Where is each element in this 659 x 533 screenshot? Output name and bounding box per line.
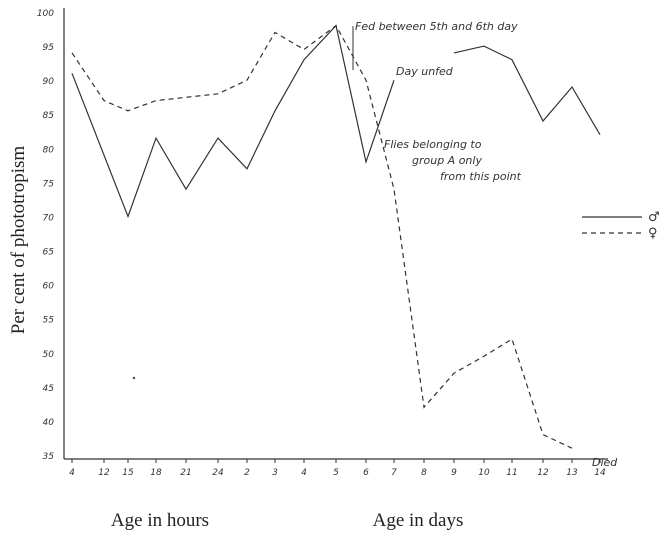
y-tick-label: 50 bbox=[43, 350, 55, 360]
series-layer bbox=[71, 24, 601, 449]
x-tick-label: 5 bbox=[333, 468, 339, 478]
annotation-flies-line-3: from this point bbox=[440, 170, 522, 183]
x-axis-title-hours: Age in hours bbox=[111, 510, 209, 531]
x-tick-label: 2 bbox=[244, 468, 250, 478]
legend-male-label: ♂ bbox=[648, 210, 659, 225]
series-male-line bbox=[71, 24, 395, 219]
y-tick-label: 100 bbox=[37, 9, 54, 19]
y-tick-label: 80 bbox=[43, 145, 55, 155]
y-tick-label: 55 bbox=[43, 316, 55, 326]
legend-female-label: ♀ bbox=[648, 226, 658, 241]
x-tick-labels: 4 12 15 18 21 24 2 3 4 5 6 7 8 9 10 11 12 13 14 bbox=[69, 459, 606, 478]
y-tick-label: 40 bbox=[43, 418, 55, 428]
stray-dot bbox=[132, 376, 136, 380]
x-tick-label: 7 bbox=[391, 468, 397, 478]
y-tick-label: 75 bbox=[43, 179, 55, 189]
annotation-flies-line-1: Flies belonging to bbox=[384, 138, 482, 151]
x-tick-label: 12 bbox=[98, 468, 110, 478]
x-tick-label: 4 bbox=[69, 468, 75, 478]
x-tick-label: 15 bbox=[122, 468, 134, 478]
x-tick-label: 14 bbox=[594, 468, 606, 478]
y-tick-label: 95 bbox=[43, 43, 55, 53]
series-male-line bbox=[453, 45, 601, 136]
x-tick-label: 9 bbox=[451, 468, 457, 478]
x-tick-label: 12 bbox=[537, 468, 549, 478]
series-female-line bbox=[71, 24, 573, 449]
y-tick-label: 70 bbox=[43, 213, 55, 223]
x-tick-label: 4 bbox=[301, 468, 307, 478]
annotation-fed: Fed between 5th and 6th day bbox=[352, 20, 518, 70]
axes bbox=[63, 8, 608, 460]
legend: ♂ ♀ bbox=[582, 210, 659, 241]
x-axis-title-days: Age in days bbox=[373, 510, 464, 531]
y-tick-label: 35 bbox=[43, 452, 55, 462]
x-tick-label: 10 bbox=[478, 468, 490, 478]
annotation-flies-line-2: group A only bbox=[412, 154, 482, 167]
x-tick-label: 8 bbox=[421, 468, 427, 478]
annotation-fed-text: Fed between 5th and 6th day bbox=[355, 20, 518, 33]
y-tick-label: 60 bbox=[43, 282, 55, 292]
x-tick-label: 21 bbox=[180, 468, 191, 478]
y-tick-labels: 35 40 45 50 55 60 65 70 75 80 85 90 95 100 bbox=[37, 9, 54, 462]
x-tick-label: 13 bbox=[566, 468, 578, 478]
x-tick-label: 11 bbox=[506, 468, 517, 478]
annotation-day-unfed: Day unfed bbox=[396, 65, 454, 78]
x-tick-label: 24 bbox=[212, 468, 224, 478]
annotation-died: Died bbox=[592, 456, 618, 469]
x-tick-label: 6 bbox=[363, 468, 369, 478]
y-tick-label: 90 bbox=[43, 77, 55, 87]
x-tick-label: 18 bbox=[150, 468, 162, 478]
y-axis-title: Per cent of phototropism bbox=[8, 146, 29, 335]
y-tick-label: 65 bbox=[43, 248, 55, 258]
y-tick-label: 85 bbox=[43, 111, 55, 121]
y-tick-label: 45 bbox=[43, 384, 55, 394]
x-tick-label: 3 bbox=[272, 468, 278, 478]
